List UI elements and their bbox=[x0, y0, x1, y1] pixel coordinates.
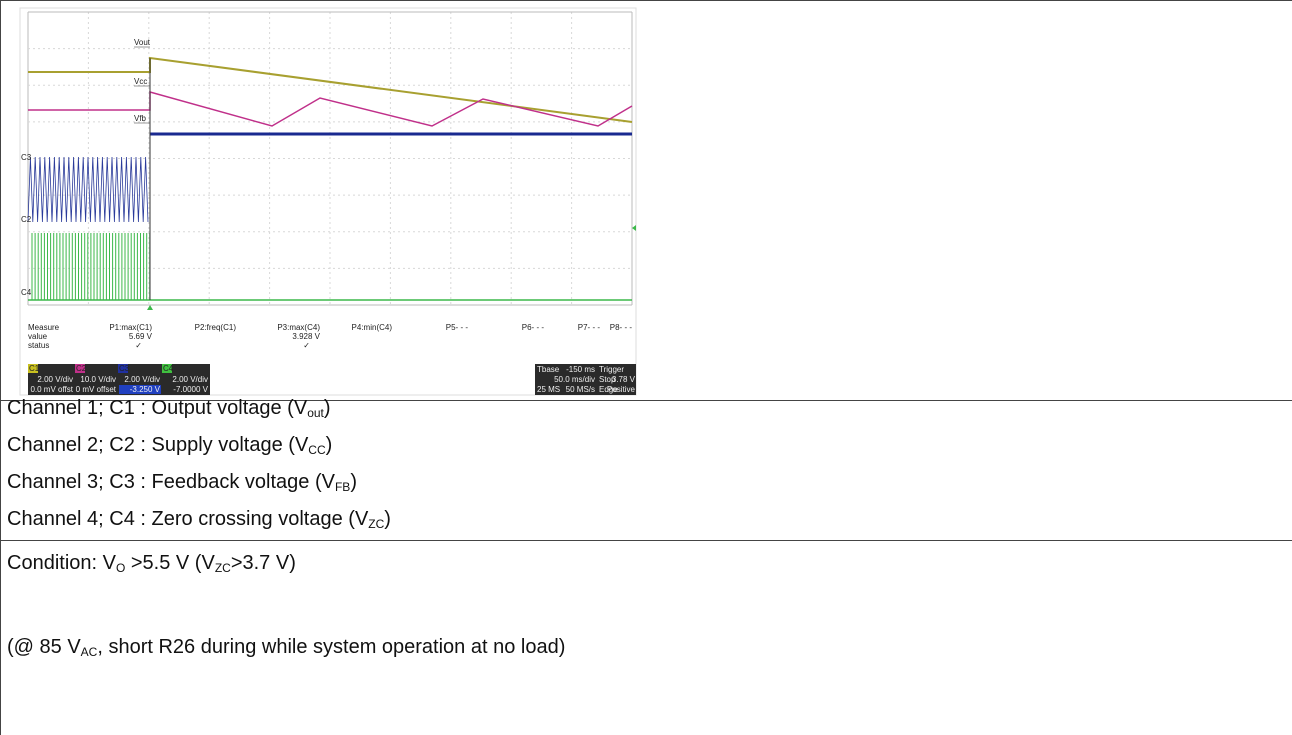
trace-label: Vout bbox=[134, 38, 151, 47]
measure-status: ✓ bbox=[303, 341, 310, 350]
measure-param: P1:max(C1) bbox=[109, 323, 152, 332]
trigger-marker bbox=[147, 305, 153, 310]
measure-param: P4:min(C4) bbox=[352, 323, 393, 332]
timebase-text: -150 ms bbox=[566, 365, 595, 374]
channel-marker: C2 bbox=[21, 215, 32, 224]
measure-param: P2:freq(C1) bbox=[195, 323, 237, 332]
measure-row-label: status bbox=[28, 341, 49, 350]
channel-marker: C4 bbox=[21, 288, 32, 297]
border bbox=[0, 540, 1292, 541]
measure-param: P3:max(C4) bbox=[277, 323, 320, 332]
timebase-text: 50.0 ms/div bbox=[554, 375, 595, 384]
subscript: O bbox=[115, 561, 126, 575]
measure-value: 5.69 V bbox=[129, 332, 153, 341]
subscript: out bbox=[307, 406, 324, 420]
text: ) bbox=[323, 397, 331, 419]
measure-status: ✓ bbox=[135, 341, 142, 350]
border bbox=[0, 0, 1292, 1]
channel-marker: C3 bbox=[21, 153, 32, 162]
channel-scale: 2.00 V/div bbox=[37, 375, 73, 384]
border bbox=[0, 400, 1292, 401]
subscript: CC bbox=[308, 443, 326, 457]
trigger-box bbox=[597, 364, 636, 395]
vzc-pulses bbox=[31, 233, 151, 300]
scope-frame bbox=[19, 7, 637, 396]
channel-offset: 0.0 mV offst bbox=[30, 385, 73, 394]
channel-name: C1 bbox=[29, 364, 40, 373]
text: ) bbox=[384, 508, 391, 530]
measure-param: P7- - - bbox=[578, 323, 601, 332]
measure-value: 3.928 V bbox=[292, 332, 320, 341]
trigger-text: 3.78 V bbox=[612, 375, 636, 384]
channel-description: Channel 2; C2 : Supply voltage (VCC) bbox=[7, 434, 332, 457]
channel-tag bbox=[28, 364, 38, 373]
text: >5.5 V (V bbox=[125, 552, 215, 574]
condition-text: Condition: VO >5.5 V (VZC>3.7 V) bbox=[7, 552, 296, 575]
vfb-oscillation bbox=[27, 156, 149, 223]
subscript: FB bbox=[334, 480, 351, 494]
trace-label: Vcc bbox=[134, 77, 147, 86]
timebase-box bbox=[535, 364, 597, 395]
trigger-text: Positive bbox=[607, 385, 636, 394]
subscript: ZC bbox=[214, 561, 231, 575]
channel-offset: -7.0000 V bbox=[173, 385, 208, 394]
border bbox=[0, 0, 1, 735]
channel-offset: -3.250 V bbox=[130, 385, 161, 394]
subscript: AC bbox=[80, 645, 98, 659]
channel-description: Channel 1; C1 : Output voltage (Vout) bbox=[7, 397, 331, 420]
text: >3.7 V) bbox=[230, 552, 296, 574]
text: , short R26 during while system operatio… bbox=[97, 636, 566, 658]
condition-text: (@ 85 VAC, short R26 during while system… bbox=[7, 636, 565, 659]
text: Channel 3; C3 : Feedback voltage (V bbox=[7, 471, 335, 493]
text: Channel 4; C4 : Zero crossing voltage (V bbox=[7, 508, 369, 530]
text: ) bbox=[325, 434, 333, 456]
channel-name: C2 bbox=[76, 364, 87, 373]
timebase-text: Tbase bbox=[537, 365, 560, 374]
channel-scale: 2.00 V/div bbox=[124, 375, 160, 384]
channel-description: Channel 4; C4 : Zero crossing voltage (V… bbox=[7, 508, 391, 531]
trace-label: Vfb bbox=[134, 114, 147, 123]
timebase-text: 50 MS/s bbox=[566, 385, 595, 394]
trigger-text: Stop bbox=[599, 375, 616, 384]
trigger-marker bbox=[632, 225, 636, 231]
text: ) bbox=[350, 471, 357, 493]
channel-highlight bbox=[119, 385, 161, 394]
channel-name: C3 bbox=[119, 364, 130, 373]
trigger-text: Trigger bbox=[599, 365, 624, 374]
measure-param: P5- - - bbox=[446, 323, 469, 332]
text: Channel 2; C2 : Supply voltage (V bbox=[7, 434, 309, 456]
timebase-text: 25 MS bbox=[537, 385, 560, 394]
channel-name: C4 bbox=[163, 364, 174, 373]
channel-offset: 0 mV offset bbox=[76, 385, 117, 394]
channel-description: Channel 3; C3 : Feedback voltage (VFB) bbox=[7, 471, 357, 494]
measure-row-label: Measure bbox=[28, 323, 60, 332]
channel-tag bbox=[75, 364, 85, 373]
text: Condition: V bbox=[7, 552, 116, 574]
channel-scale: 2.00 V/div bbox=[172, 375, 208, 384]
channel-scale: 10.0 V/div bbox=[80, 375, 116, 384]
text: (@ 85 V bbox=[7, 636, 81, 658]
channel-tag bbox=[118, 364, 128, 373]
measure-param: P6- - - bbox=[522, 323, 545, 332]
subscript: ZC bbox=[368, 517, 385, 531]
measure-param: P8- - - bbox=[610, 323, 633, 332]
channel-tag bbox=[162, 364, 172, 373]
text: Channel 1; C1 : Output voltage (V bbox=[7, 397, 308, 419]
measure-row-label: value bbox=[28, 332, 48, 341]
trigger-text: Edge bbox=[599, 385, 618, 394]
